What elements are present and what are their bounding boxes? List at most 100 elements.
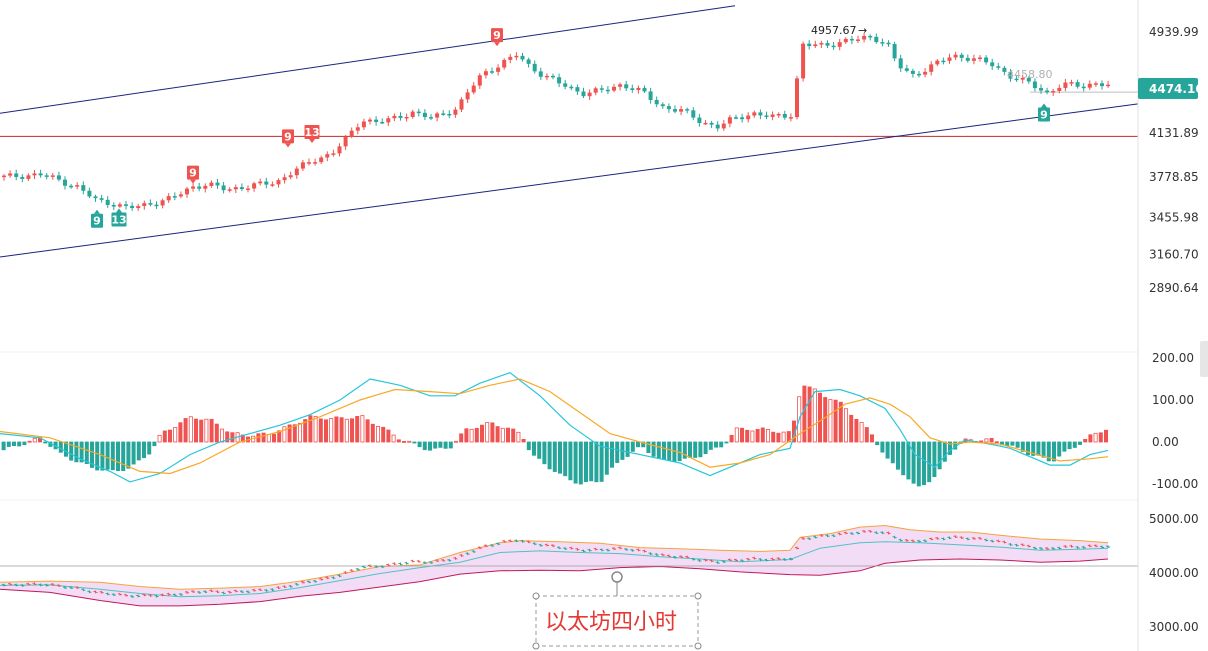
candle bbox=[819, 40, 824, 49]
candle bbox=[618, 82, 623, 91]
ohlc-bar bbox=[1002, 540, 1007, 544]
ohlc-bar bbox=[630, 548, 635, 552]
macd-histogram-bar bbox=[927, 441, 932, 483]
candle bbox=[429, 113, 433, 121]
ohlc-bar bbox=[477, 546, 482, 550]
ohlc-bar bbox=[691, 557, 696, 561]
ohlc-bar bbox=[44, 583, 49, 587]
ohlc-bar bbox=[1075, 546, 1080, 549]
macd-histogram-bar bbox=[214, 423, 219, 443]
candle bbox=[715, 121, 720, 132]
ohlc-bar bbox=[386, 563, 391, 567]
macd-histogram-bar bbox=[724, 441, 729, 444]
macd-histogram-bar bbox=[240, 434, 245, 443]
macd-histogram-bar bbox=[17, 441, 22, 447]
macd-histogram-bar bbox=[589, 441, 594, 482]
macd-histogram-bar bbox=[693, 441, 698, 458]
ohlc-bar bbox=[551, 544, 555, 548]
macd-histogram-bar bbox=[994, 441, 999, 444]
ohlc-bar bbox=[801, 537, 806, 540]
candle bbox=[477, 73, 482, 90]
macd-histogram-bar bbox=[812, 388, 817, 443]
macd-histogram-bar bbox=[157, 434, 162, 443]
candle bbox=[185, 186, 189, 198]
macd-histogram-bar bbox=[27, 440, 32, 443]
ohlc-bar bbox=[154, 594, 159, 598]
candle bbox=[898, 54, 903, 72]
ohlc-bar bbox=[99, 590, 104, 594]
macd-histogram-bar bbox=[381, 426, 386, 443]
ohlc-bar bbox=[807, 537, 812, 541]
macd-histogram-bar bbox=[641, 441, 646, 448]
ohlc-bar bbox=[508, 539, 513, 543]
macd-pane[interactable] bbox=[0, 372, 1109, 487]
ohlc-bar bbox=[87, 590, 92, 594]
watermark[interactable]: 以太坊四小时 bbox=[532, 571, 702, 650]
ohlc-bar bbox=[587, 548, 592, 552]
candle bbox=[380, 118, 385, 124]
candle bbox=[673, 105, 677, 114]
panel-collapse-handle[interactable] bbox=[1200, 341, 1208, 377]
macd-histogram-bar bbox=[188, 416, 193, 443]
macd-histogram-bar bbox=[880, 441, 885, 453]
candle bbox=[849, 35, 854, 45]
macd-histogram-bar bbox=[729, 434, 734, 443]
bollinger-tick-label: 3000.00 bbox=[1149, 620, 1199, 634]
candle bbox=[8, 170, 13, 178]
macd-histogram-bar bbox=[500, 427, 505, 443]
macd-histogram-bar bbox=[485, 422, 490, 443]
candle bbox=[270, 181, 275, 187]
ohlc-bar bbox=[166, 592, 171, 596]
macd-histogram-bar bbox=[870, 434, 875, 443]
macd-histogram-bar bbox=[178, 422, 183, 443]
ohlc-bar bbox=[654, 553, 659, 556]
ohlc-bar bbox=[935, 536, 940, 540]
price-tick-label: 4939.99 bbox=[1149, 25, 1199, 39]
macd-histogram-bar bbox=[116, 441, 121, 471]
candle bbox=[630, 84, 635, 93]
ohlc-bar bbox=[264, 589, 269, 592]
price-pane[interactable]: 9 9 13 9 9 13 9 bbox=[0, 5, 1139, 501]
macd-histogram-bar bbox=[339, 417, 344, 443]
ohlc-bar bbox=[331, 576, 336, 580]
macd-histogram-bar bbox=[230, 432, 235, 443]
bollinger-pane[interactable] bbox=[0, 524, 1138, 607]
macd-histogram-bar bbox=[407, 440, 412, 443]
bollinger-lower-line bbox=[0, 558, 1109, 607]
ohlc-bar bbox=[1057, 546, 1062, 550]
td-signal-badge: 9 bbox=[91, 209, 103, 228]
macd-histogram-bar bbox=[204, 418, 209, 443]
macd-histogram-bar bbox=[1052, 441, 1057, 462]
macd-histogram-bar bbox=[209, 418, 214, 443]
macd-histogram-bar bbox=[734, 427, 739, 443]
macd-histogram-bar bbox=[662, 441, 667, 460]
candle bbox=[471, 82, 476, 95]
macd-histogram-bar bbox=[1005, 441, 1010, 446]
macd-histogram-bar bbox=[173, 427, 178, 443]
candle bbox=[117, 202, 122, 209]
ohlc-bar bbox=[843, 531, 848, 535]
candle bbox=[551, 73, 555, 80]
candle bbox=[246, 185, 250, 193]
macd-histogram-bar bbox=[828, 399, 833, 443]
ohlc-bar bbox=[20, 584, 25, 587]
macd-histogram-bar bbox=[370, 423, 375, 443]
macd-histogram-bar bbox=[297, 422, 302, 443]
candle bbox=[130, 202, 135, 211]
candle bbox=[465, 88, 470, 104]
ohlc-bar bbox=[673, 555, 677, 559]
candle bbox=[233, 184, 238, 194]
macd-histogram-bar bbox=[667, 441, 672, 461]
macd-histogram-bar bbox=[511, 428, 516, 443]
macd-histogram-bar bbox=[1015, 441, 1020, 448]
watermark-anchor-icon bbox=[611, 571, 623, 583]
ohlc-bar bbox=[502, 539, 507, 543]
ohlc-bar bbox=[1008, 543, 1013, 546]
ohlc-bar bbox=[599, 548, 604, 552]
candle bbox=[38, 169, 43, 178]
ohlc-bar bbox=[605, 548, 610, 552]
macd-histogram-bar bbox=[74, 441, 79, 463]
macd-histogram-bar bbox=[1026, 441, 1031, 456]
candle bbox=[538, 67, 543, 81]
